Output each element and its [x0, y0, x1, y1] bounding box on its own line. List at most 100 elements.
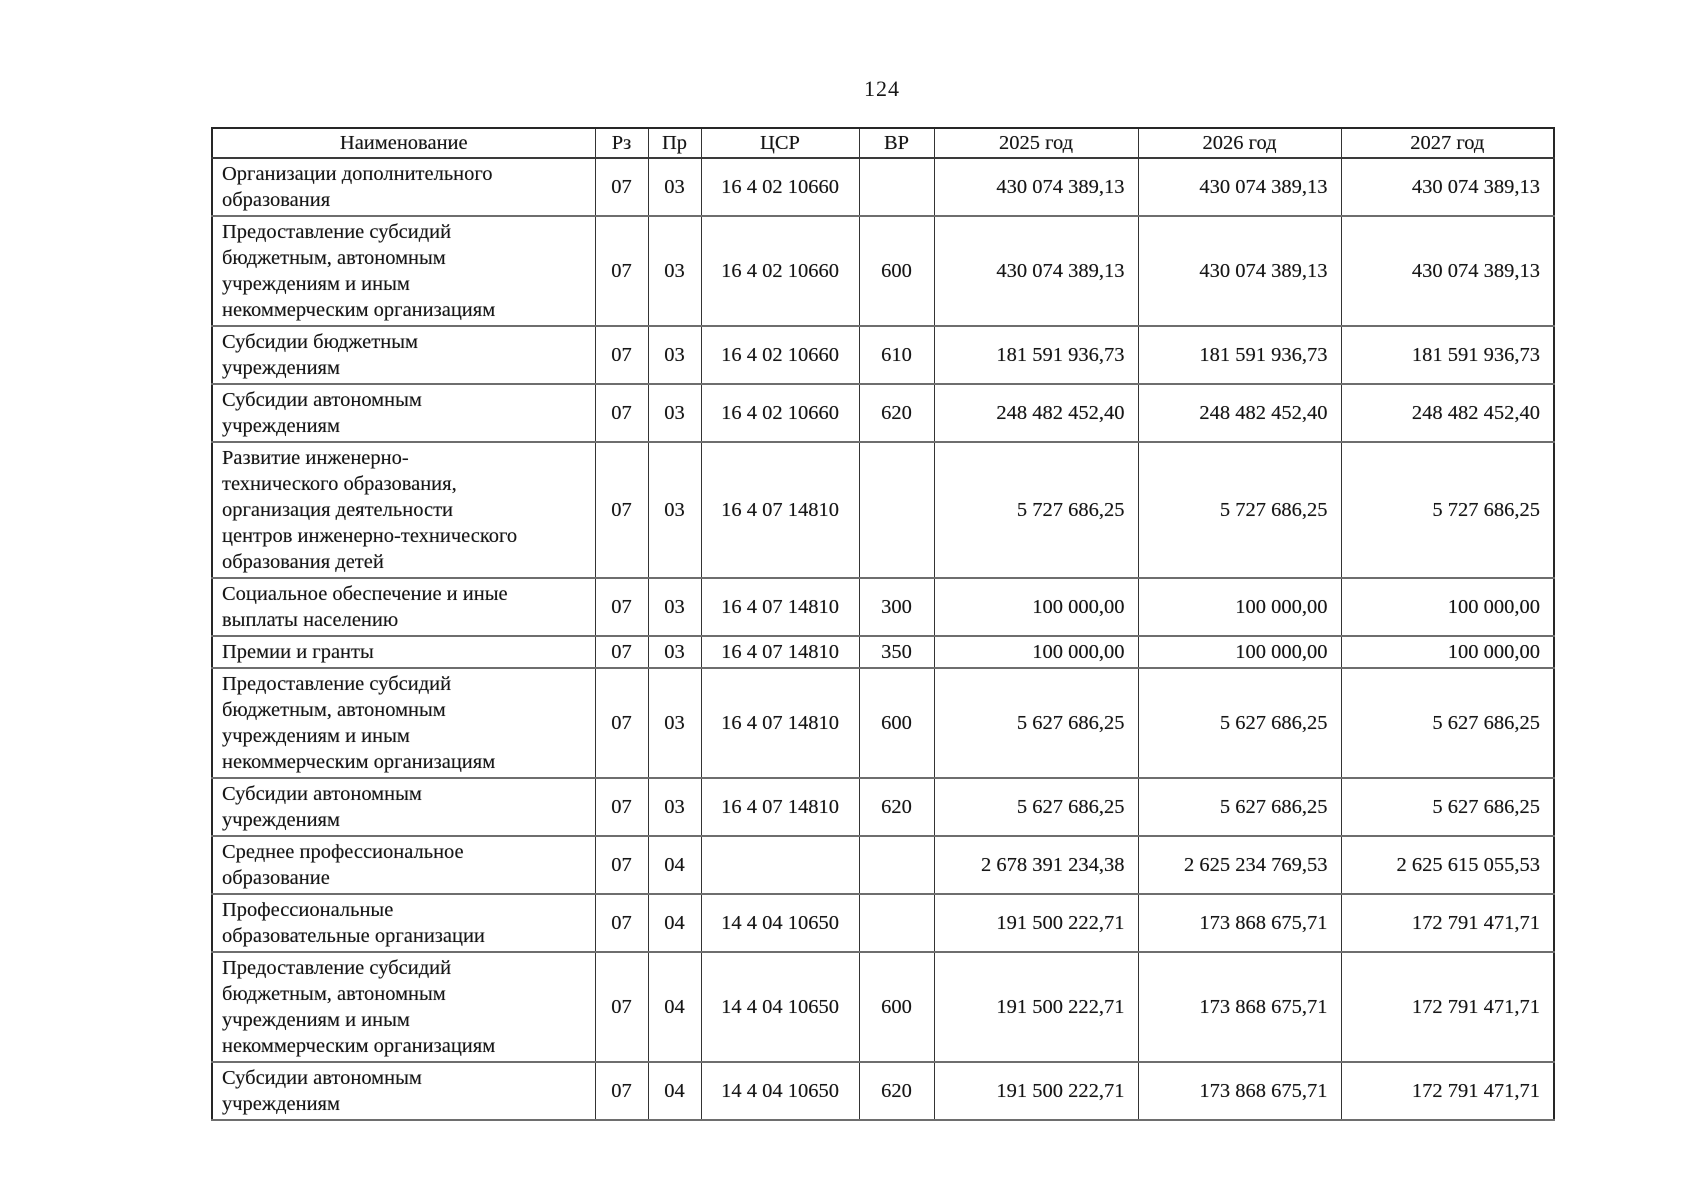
cell-name: Предоставление субсидий бюджетным, автон… — [211, 951, 596, 1063]
table-row: Среднее профессиональное образование 07 04… — [211, 835, 1555, 895]
cell-name: Субсидии автономным учреждениям — [211, 777, 596, 837]
cell-y2025: 100 000,00 — [933, 635, 1139, 669]
header-cell-pr: Пр — [647, 127, 702, 159]
cell-y2027: 430 074 389,13 — [1340, 215, 1555, 327]
cell-rz: 07 — [594, 777, 649, 837]
cell-y2027: 5 627 686,25 — [1340, 777, 1555, 837]
cell-y2025: 191 500 222,71 — [933, 893, 1139, 953]
cell-rz: 07 — [594, 667, 649, 779]
cell-rz: 07 — [594, 635, 649, 669]
cell-vr: 600 — [858, 667, 935, 779]
cell-y2026: 173 868 675,71 — [1137, 951, 1342, 1063]
cell-pr: 03 — [647, 577, 702, 637]
cell-y2027: 430 074 389,13 — [1340, 157, 1555, 217]
cell-name: Субсидии бюджетным учреждениям — [211, 325, 596, 385]
cell-y2025: 5 727 686,25 — [933, 441, 1139, 579]
cell-rz: 07 — [594, 1061, 649, 1121]
table-row: Субсидии бюджетным учреждениям 07 03 16 4 0… — [211, 325, 1555, 385]
cell-name: Премии и гранты — [211, 635, 596, 669]
cell-y2026: 5 627 686,25 — [1137, 777, 1342, 837]
cell-y2026: 5 627 686,25 — [1137, 667, 1342, 779]
table-row: Предоставление субсидий бюджетным, автон… — [211, 215, 1555, 327]
cell-csr: 16 4 07 14810 — [700, 635, 860, 669]
cell-pr: 03 — [647, 777, 702, 837]
header-cell-name: Наименование — [211, 127, 596, 159]
cell-name: Профессиональные образовательные организ… — [211, 893, 596, 953]
header-cell-2026: 2026 год — [1137, 127, 1342, 159]
cell-vr — [858, 157, 935, 217]
cell-y2027: 100 000,00 — [1340, 635, 1555, 669]
table-row: Развитие инженерно- технического образов… — [211, 441, 1555, 579]
table-row: Предоставление субсидий бюджетным, автон… — [211, 667, 1555, 779]
cell-name: Субсидии автономным учреждениям — [211, 383, 596, 443]
cell-vr: 600 — [858, 951, 935, 1063]
cell-vr — [858, 441, 935, 579]
cell-vr — [858, 835, 935, 895]
cell-y2026: 173 868 675,71 — [1137, 893, 1342, 953]
cell-y2025: 100 000,00 — [933, 577, 1139, 637]
cell-csr: 16 4 02 10660 — [700, 215, 860, 327]
cell-y2027: 172 791 471,71 — [1340, 951, 1555, 1063]
header-cell-rz: Рз — [594, 127, 649, 159]
cell-vr: 300 — [858, 577, 935, 637]
cell-y2026: 100 000,00 — [1137, 577, 1342, 637]
table-row: Субсидии автономным учреждениям 07 03 16 4 … — [211, 777, 1555, 837]
table-row: Премии и гранты 07 03 16 4 07 14810 350 100 0… — [211, 635, 1555, 669]
cell-pr: 03 — [647, 441, 702, 579]
cell-rz: 07 — [594, 893, 649, 953]
cell-rz: 07 — [594, 215, 649, 327]
cell-pr: 03 — [647, 667, 702, 779]
table-row: Профессиональные образовательные организ… — [211, 893, 1555, 953]
cell-y2026: 2 625 234 769,53 — [1137, 835, 1342, 895]
cell-y2025: 248 482 452,40 — [933, 383, 1139, 443]
cell-rz: 07 — [594, 577, 649, 637]
cell-y2027: 248 482 452,40 — [1340, 383, 1555, 443]
budget-table: Наименование Рз Пр ЦСР ВР 2025 год 2026 … — [211, 127, 1555, 1121]
cell-csr: 16 4 07 14810 — [700, 441, 860, 579]
cell-rz: 07 — [594, 835, 649, 895]
header-cell-vr: ВР — [858, 127, 935, 159]
cell-y2026: 430 074 389,13 — [1137, 157, 1342, 217]
cell-csr: 16 4 07 14810 — [700, 667, 860, 779]
cell-pr: 03 — [647, 157, 702, 217]
cell-vr: 350 — [858, 635, 935, 669]
cell-name: Социальное обеспечение и иные выплаты на… — [211, 577, 596, 637]
cell-pr: 04 — [647, 893, 702, 953]
cell-vr: 620 — [858, 1061, 935, 1121]
cell-y2026: 181 591 936,73 — [1137, 325, 1342, 385]
cell-y2026: 5 727 686,25 — [1137, 441, 1342, 579]
cell-pr: 03 — [647, 635, 702, 669]
cell-y2025: 181 591 936,73 — [933, 325, 1139, 385]
cell-csr: 16 4 02 10660 — [700, 383, 860, 443]
cell-y2027: 172 791 471,71 — [1340, 893, 1555, 953]
table-row: Предоставление субсидий бюджетным, автон… — [211, 951, 1555, 1063]
cell-csr: 16 4 02 10660 — [700, 157, 860, 217]
cell-vr: 610 — [858, 325, 935, 385]
cell-y2026: 430 074 389,13 — [1137, 215, 1342, 327]
cell-y2025: 191 500 222,71 — [933, 1061, 1139, 1121]
table-row: Субсидии автономным учреждениям 07 03 16 4 … — [211, 383, 1555, 443]
header-row: Наименование Рз Пр ЦСР ВР 2025 год 2026 … — [211, 127, 1555, 159]
cell-rz: 07 — [594, 951, 649, 1063]
cell-name: Предоставление субсидий бюджетным, автон… — [211, 215, 596, 327]
cell-csr: 14 4 04 10650 — [700, 951, 860, 1063]
cell-rz: 07 — [594, 383, 649, 443]
cell-name: Предоставление субсидий бюджетным, автон… — [211, 667, 596, 779]
cell-y2027: 100 000,00 — [1340, 577, 1555, 637]
cell-pr: 03 — [647, 325, 702, 385]
cell-vr: 620 — [858, 777, 935, 837]
cell-y2025: 430 074 389,13 — [933, 157, 1139, 217]
header-cell-2025: 2025 год — [933, 127, 1139, 159]
cell-y2027: 5 727 686,25 — [1340, 441, 1555, 579]
table-row: Организации дополнительного образования 0… — [211, 157, 1555, 217]
cell-pr: 04 — [647, 951, 702, 1063]
cell-name: Среднее профессиональное образование — [211, 835, 596, 895]
cell-csr: 14 4 04 10650 — [700, 893, 860, 953]
cell-y2025: 191 500 222,71 — [933, 951, 1139, 1063]
cell-pr: 03 — [647, 383, 702, 443]
cell-name: Развитие инженерно- технического образов… — [211, 441, 596, 579]
table-row: Социальное обеспечение и иные выплаты на… — [211, 577, 1555, 637]
cell-y2025: 5 627 686,25 — [933, 777, 1139, 837]
cell-y2027: 5 627 686,25 — [1340, 667, 1555, 779]
cell-y2027: 2 625 615 055,53 — [1340, 835, 1555, 895]
